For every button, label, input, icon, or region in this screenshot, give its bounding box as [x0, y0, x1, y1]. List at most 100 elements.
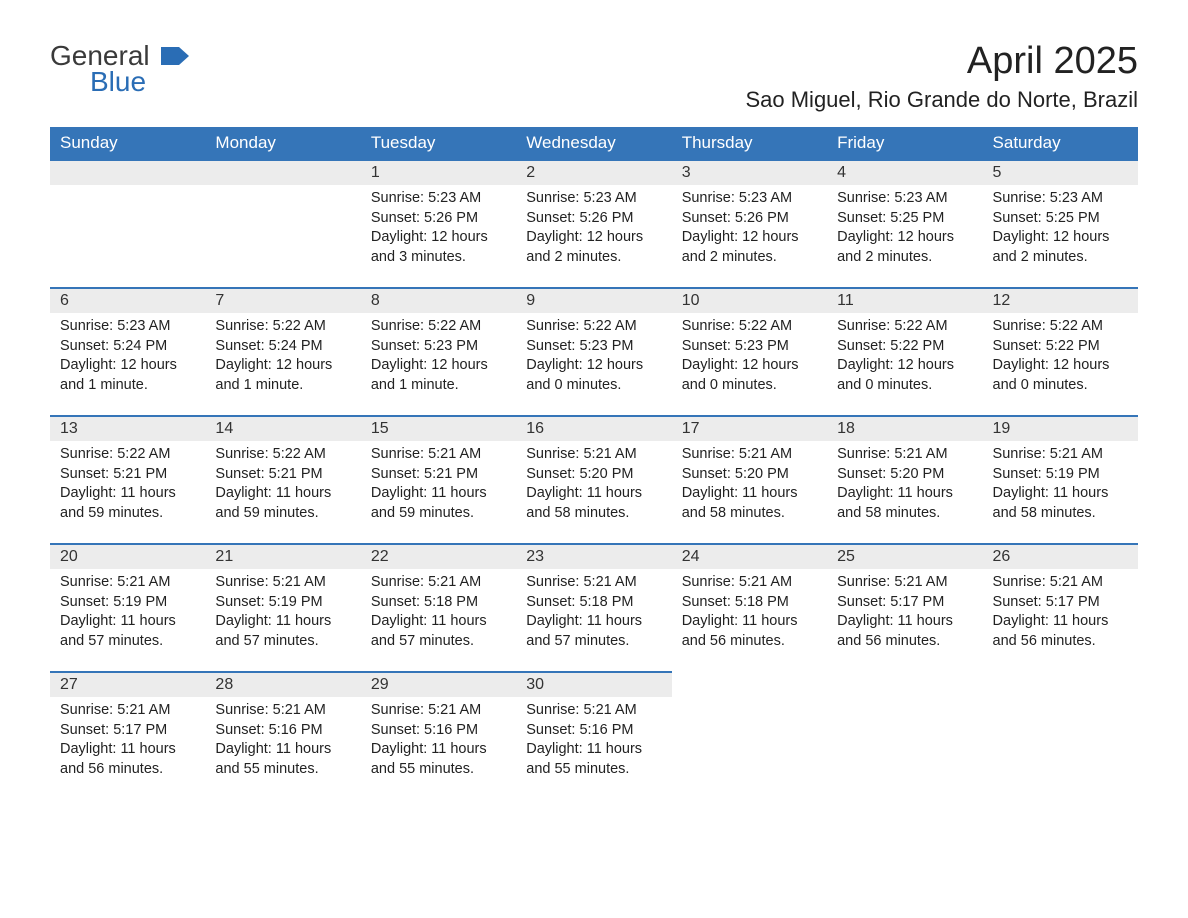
calendar-cell: 29Sunrise: 5:21 AMSunset: 5:16 PMDayligh…	[361, 671, 516, 799]
day-sunset: Sunset: 5:17 PM	[60, 721, 195, 741]
calendar-cell: 6Sunrise: 5:23 AMSunset: 5:24 PMDaylight…	[50, 287, 205, 415]
day-number: 29	[361, 671, 516, 697]
calendar-cell: 11Sunrise: 5:22 AMSunset: 5:22 PMDayligh…	[827, 287, 982, 415]
day-header: Thursday	[672, 127, 827, 159]
day-daylight2: and 59 minutes.	[371, 504, 506, 524]
day-daylight1: Daylight: 11 hours	[526, 740, 661, 760]
day-daylight2: and 2 minutes.	[837, 248, 972, 268]
day-content: Sunrise: 5:21 AMSunset: 5:17 PMDaylight:…	[50, 697, 205, 787]
day-number: 13	[50, 415, 205, 441]
day-content: Sunrise: 5:21 AMSunset: 5:19 PMDaylight:…	[50, 569, 205, 659]
day-number: 3	[672, 159, 827, 185]
day-sunrise: Sunrise: 5:22 AM	[837, 317, 972, 337]
day-number: 4	[827, 159, 982, 185]
day-sunrise: Sunrise: 5:22 AM	[215, 317, 350, 337]
empty-day-header	[50, 159, 205, 185]
day-sunrise: Sunrise: 5:21 AM	[215, 701, 350, 721]
day-daylight2: and 56 minutes.	[993, 632, 1128, 652]
day-sunset: Sunset: 5:23 PM	[682, 337, 817, 357]
day-header: Tuesday	[361, 127, 516, 159]
calendar-cell: 16Sunrise: 5:21 AMSunset: 5:20 PMDayligh…	[516, 415, 671, 543]
day-content: Sunrise: 5:22 AMSunset: 5:24 PMDaylight:…	[205, 313, 360, 403]
day-content: Sunrise: 5:21 AMSunset: 5:21 PMDaylight:…	[361, 441, 516, 531]
day-header: Wednesday	[516, 127, 671, 159]
day-content: Sunrise: 5:21 AMSunset: 5:19 PMDaylight:…	[983, 441, 1138, 531]
day-number: 20	[50, 543, 205, 569]
calendar-cell: 8Sunrise: 5:22 AMSunset: 5:23 PMDaylight…	[361, 287, 516, 415]
day-sunset: Sunset: 5:19 PM	[215, 593, 350, 613]
calendar-cell: 1Sunrise: 5:23 AMSunset: 5:26 PMDaylight…	[361, 159, 516, 287]
day-sunrise: Sunrise: 5:21 AM	[993, 573, 1128, 593]
day-daylight1: Daylight: 11 hours	[60, 740, 195, 760]
day-daylight2: and 57 minutes.	[371, 632, 506, 652]
day-content: Sunrise: 5:21 AMSunset: 5:18 PMDaylight:…	[672, 569, 827, 659]
calendar-cell: 9Sunrise: 5:22 AMSunset: 5:23 PMDaylight…	[516, 287, 671, 415]
day-daylight2: and 1 minute.	[371, 376, 506, 396]
logo: General Blue	[50, 40, 189, 98]
day-sunset: Sunset: 5:24 PM	[60, 337, 195, 357]
calendar-cell: 30 Sunrise: 5:21 AMSunset: 5:16 PMDayligh…	[516, 671, 671, 799]
day-daylight1: Daylight: 12 hours	[682, 356, 817, 376]
day-sunrise: Sunrise: 5:21 AM	[682, 573, 817, 593]
day-sunrise: Sunrise: 5:21 AM	[837, 445, 972, 465]
day-number: 30	[516, 671, 671, 697]
calendar-cell: 4Sunrise: 5:23 AMSunset: 5:25 PMDaylight…	[827, 159, 982, 287]
day-sunset: Sunset: 5:19 PM	[993, 465, 1128, 485]
calendar-cell: 23Sunrise: 5:21 AMSunset: 5:18 PMDayligh…	[516, 543, 671, 671]
calendar-cell	[983, 671, 1138, 799]
day-content: Sunrise: 5:22 AMSunset: 5:23 PMDaylight:…	[516, 313, 671, 403]
day-number: 21	[205, 543, 360, 569]
calendar-cell: 22Sunrise: 5:21 AMSunset: 5:18 PMDayligh…	[361, 543, 516, 671]
day-sunrise: Sunrise: 5:21 AM	[215, 573, 350, 593]
day-sunrise: Sunrise: 5:22 AM	[526, 317, 661, 337]
day-daylight2: and 3 minutes.	[371, 248, 506, 268]
day-header: Monday	[205, 127, 360, 159]
calendar-cell: 27Sunrise: 5:21 AMSunset: 5:17 PMDayligh…	[50, 671, 205, 799]
calendar-cell: 19Sunrise: 5:21 AMSunset: 5:19 PMDayligh…	[983, 415, 1138, 543]
day-sunrise: Sunrise: 5:21 AM	[371, 701, 506, 721]
day-daylight1: Daylight: 11 hours	[371, 740, 506, 760]
day-daylight1: Daylight: 11 hours	[215, 612, 350, 632]
day-sunset: Sunset: 5:16 PM	[526, 721, 661, 741]
day-number: 27	[50, 671, 205, 697]
calendar-cell	[827, 671, 982, 799]
day-daylight2: and 2 minutes.	[526, 248, 661, 268]
day-daylight2: and 58 minutes.	[837, 504, 972, 524]
day-content: Sunrise: 5:21 AMSunset: 5:20 PMDaylight:…	[827, 441, 982, 531]
day-daylight2: and 58 minutes.	[993, 504, 1128, 524]
day-sunset: Sunset: 5:20 PM	[837, 465, 972, 485]
day-sunrise: Sunrise: 5:21 AM	[526, 701, 661, 721]
calendar-cell: 5Sunrise: 5:23 AMSunset: 5:25 PMDaylight…	[983, 159, 1138, 287]
day-number: 15	[361, 415, 516, 441]
day-daylight1: Daylight: 11 hours	[215, 740, 350, 760]
day-daylight2: and 0 minutes.	[993, 376, 1128, 396]
day-number: 12	[983, 287, 1138, 313]
day-sunset: Sunset: 5:23 PM	[526, 337, 661, 357]
day-daylight1: Daylight: 11 hours	[993, 484, 1128, 504]
day-daylight1: Daylight: 12 hours	[837, 356, 972, 376]
day-sunset: Sunset: 5:20 PM	[682, 465, 817, 485]
day-sunrise: Sunrise: 5:21 AM	[526, 573, 661, 593]
day-number: 28	[205, 671, 360, 697]
day-number: 10	[672, 287, 827, 313]
day-daylight1: Daylight: 12 hours	[60, 356, 195, 376]
calendar-cell: 3Sunrise: 5:23 AMSunset: 5:26 PMDaylight…	[672, 159, 827, 287]
day-header: Sunday	[50, 127, 205, 159]
day-sunrise: Sunrise: 5:23 AM	[371, 189, 506, 209]
day-content: Sunrise: 5:22 AMSunset: 5:21 PMDaylight:…	[205, 441, 360, 531]
day-number: 5	[983, 159, 1138, 185]
calendar-week: 13Sunrise: 5:22 AMSunset: 5:21 PMDayligh…	[50, 415, 1138, 543]
day-daylight1: Daylight: 11 hours	[837, 612, 972, 632]
day-daylight1: Daylight: 11 hours	[682, 484, 817, 504]
day-number: 11	[827, 287, 982, 313]
day-sunrise: Sunrise: 5:21 AM	[682, 445, 817, 465]
day-sunrise: Sunrise: 5:21 AM	[993, 445, 1128, 465]
calendar-cell: 24Sunrise: 5:21 AMSunset: 5:18 PMDayligh…	[672, 543, 827, 671]
day-number: 26	[983, 543, 1138, 569]
day-daylight2: and 1 minute.	[215, 376, 350, 396]
day-sunrise: Sunrise: 5:22 AM	[993, 317, 1128, 337]
logo-flag-icon	[161, 40, 189, 72]
calendar-cell: 12Sunrise: 5:22 AMSunset: 5:22 PMDayligh…	[983, 287, 1138, 415]
empty-day-header	[205, 159, 360, 185]
calendar-week: 20Sunrise: 5:21 AMSunset: 5:19 PMDayligh…	[50, 543, 1138, 671]
